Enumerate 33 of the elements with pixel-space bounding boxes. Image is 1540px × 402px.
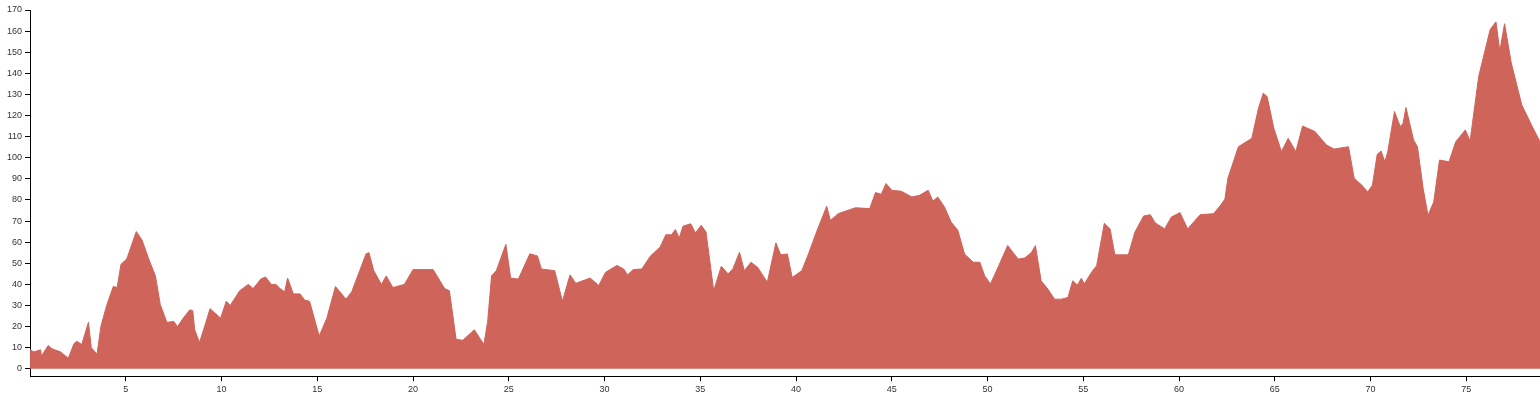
x-tick-label: 65 [1269,384,1280,395]
y-tick-label: 30 [12,299,23,310]
x-tick-label: 20 [408,384,419,395]
y-tick-label: 140 [6,67,23,78]
y-tick-label: 120 [6,110,23,121]
x-tick-label: 70 [1365,384,1376,395]
x-tick-label: 60 [1174,384,1185,395]
y-tick-label: 100 [6,152,23,163]
y-tick-label: 110 [7,131,23,142]
x-tick-label: 5 [123,384,129,395]
y-tick-label: 90 [12,173,23,184]
x-tick-label: 75 [1461,384,1472,395]
x-tick-label: 40 [791,384,802,395]
y-tick-label: 0 [17,363,23,374]
y-tick-label: 170 [6,4,23,15]
y-tick-label: 130 [6,88,23,99]
x-tick-label: 15 [312,384,323,395]
x-tick-label: 30 [599,384,610,395]
x-tick-label: 45 [886,384,897,395]
y-tick-label: 50 [12,257,23,268]
x-tick-label: 35 [695,384,706,395]
y-tick-label: 20 [12,321,23,332]
x-tick-label: 55 [1078,384,1089,395]
y-tick-label: 80 [12,194,23,205]
x-tick-label: 50 [982,384,993,395]
y-tick-label: 70 [12,215,23,226]
y-tick-label: 60 [12,236,23,247]
y-tick-label: 150 [6,46,23,57]
y-tick-label: 10 [12,342,23,353]
x-tick-label: 10 [216,384,227,395]
y-tick-label: 160 [6,25,23,36]
y-tick-label: 40 [12,278,23,289]
x-tick-label: 25 [503,384,514,395]
